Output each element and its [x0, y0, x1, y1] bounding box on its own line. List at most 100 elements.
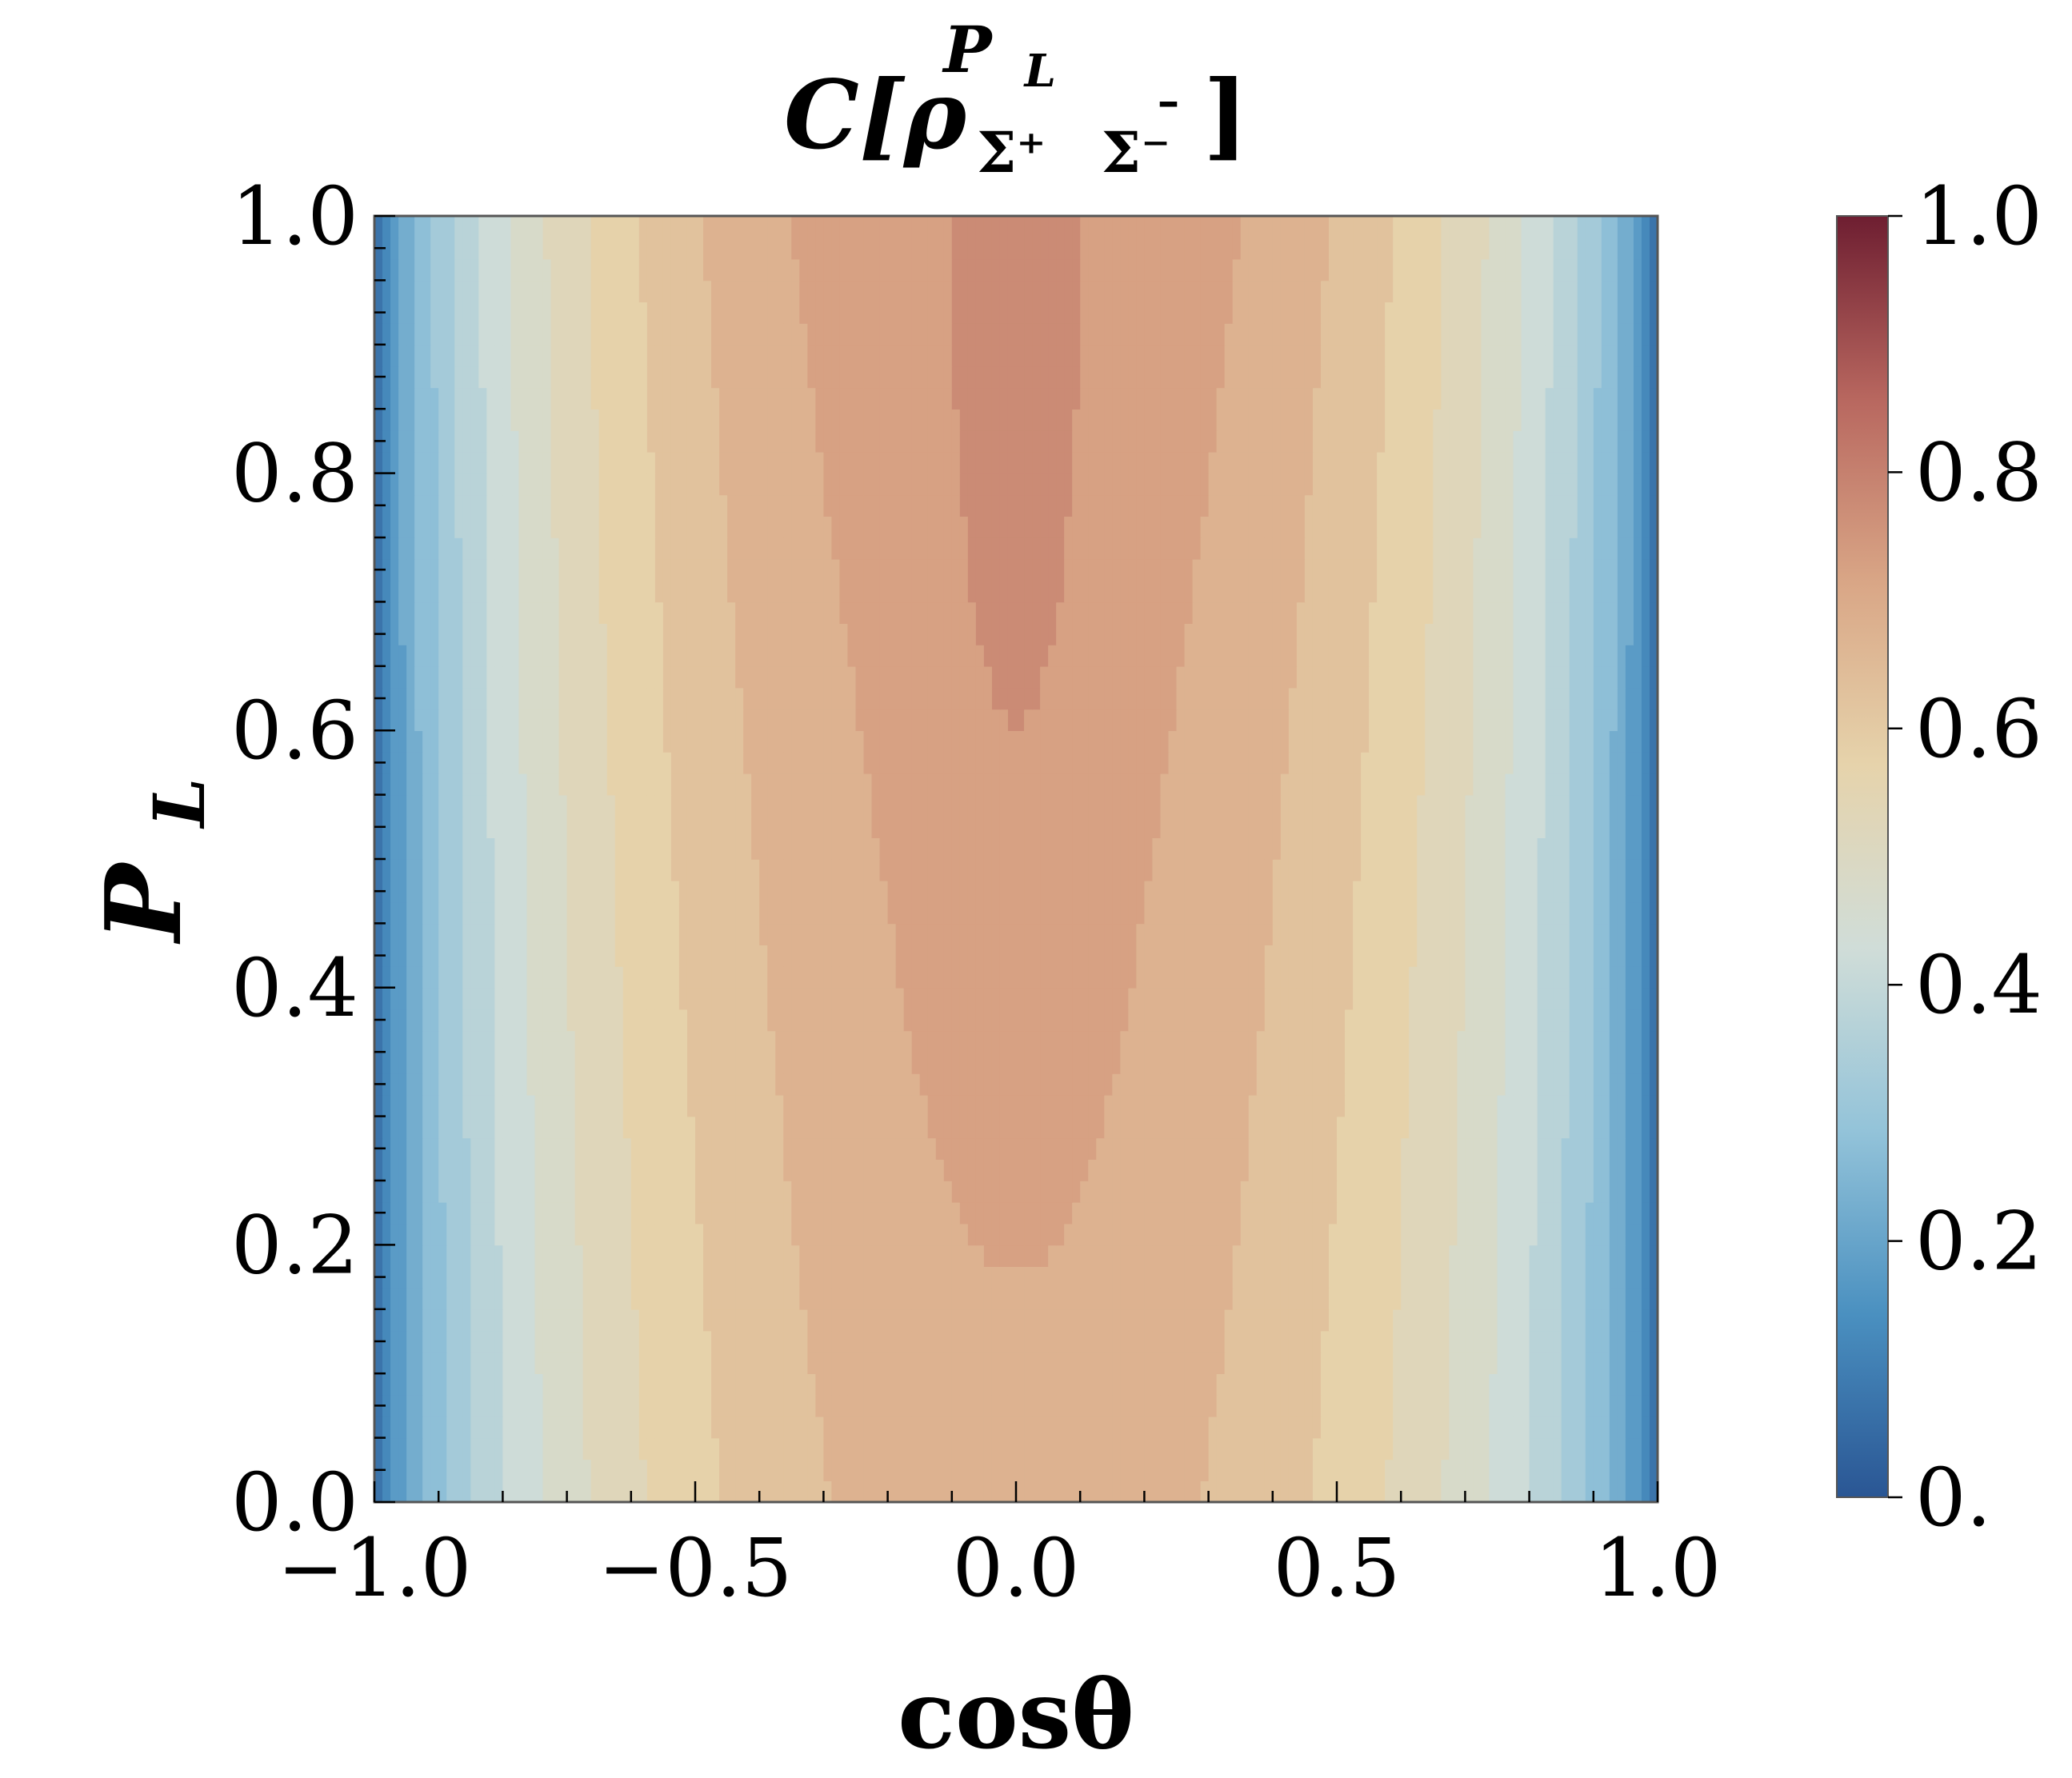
heatmap-cell — [735, 966, 744, 989]
heatmap-cell — [1208, 1416, 1218, 1439]
heatmap-cell — [470, 1288, 480, 1310]
heatmap-cell — [1425, 1437, 1434, 1460]
heatmap-cell — [1016, 945, 1025, 967]
heatmap-cell — [614, 1459, 624, 1481]
heatmap-cell — [1409, 1330, 1418, 1353]
heatmap-cell — [1641, 1288, 1650, 1310]
heatmap-cell — [719, 1416, 728, 1439]
heatmap-cell — [935, 1201, 945, 1225]
heatmap-cell — [646, 1309, 656, 1332]
heatmap-cell — [1296, 837, 1306, 860]
heatmap-cell — [1609, 1330, 1618, 1353]
heatmap-cell — [879, 1181, 889, 1203]
heatmap-cell — [1112, 837, 1122, 860]
heatmap-cell — [1088, 1030, 1098, 1053]
heatmap-cell — [1625, 945, 1634, 967]
heatmap-cell — [1152, 1009, 1162, 1032]
heatmap-cell — [1601, 1459, 1610, 1481]
heatmap-cell — [510, 1459, 520, 1481]
heatmap-cell — [1072, 1352, 1081, 1374]
heatmap-cell — [1264, 1181, 1274, 1203]
heatmap-cell — [1096, 859, 1106, 881]
heatmap-cell — [1337, 1201, 1346, 1225]
heatmap-cell — [751, 1437, 760, 1460]
heatmap-cell — [759, 923, 769, 945]
heatmap-cell — [1048, 1137, 1057, 1160]
heatmap-cell — [919, 1373, 929, 1396]
heatmap-cell — [1497, 966, 1506, 989]
heatmap-cell — [911, 945, 921, 967]
heatmap-cell — [815, 1223, 825, 1246]
heatmap-cell — [1353, 966, 1362, 989]
heatmap-cell — [991, 945, 1001, 967]
heatmap-cell — [1481, 1416, 1490, 1439]
heatmap-cell — [831, 1395, 841, 1417]
heatmap-cell — [1433, 923, 1442, 945]
heatmap-cell — [695, 1094, 704, 1117]
heatmap-cell — [1361, 1073, 1370, 1096]
heatmap-cell — [847, 1201, 857, 1225]
heatmap-cell — [1513, 1094, 1522, 1117]
heatmap-cell — [695, 966, 704, 989]
heatmap-cell — [414, 901, 423, 925]
heatmap-cell — [1337, 837, 1346, 860]
heatmap-cell — [1240, 1309, 1250, 1332]
heatmap-cell — [1048, 1309, 1057, 1332]
heatmap-cell — [1016, 1395, 1025, 1417]
heatmap-cell — [374, 966, 383, 989]
heatmap-cell — [767, 987, 777, 1010]
heatmap-cell — [1537, 1288, 1546, 1310]
heatmap-cell — [1521, 859, 1530, 881]
heatmap-cell — [390, 1137, 399, 1160]
heatmap-cell — [1401, 1437, 1410, 1460]
heatmap-cell — [1617, 1480, 1626, 1502]
heatmap-cell — [1176, 1137, 1186, 1160]
heatmap-cell — [1553, 1416, 1562, 1439]
heatmap-cell — [695, 1052, 704, 1074]
heatmap-cell — [1433, 1373, 1442, 1396]
heatmap-cell — [1112, 1330, 1122, 1353]
heatmap-cell — [927, 901, 937, 925]
heatmap-cell — [1577, 1373, 1586, 1396]
heatmap-cell — [1593, 1395, 1602, 1417]
heatmap-cell — [1184, 1181, 1194, 1203]
heatmap-cell — [1593, 880, 1602, 903]
heatmap-cell — [1361, 1459, 1370, 1481]
heatmap-cell — [935, 1094, 945, 1117]
heatmap-cell — [1007, 1094, 1017, 1117]
heatmap-cell — [1120, 1416, 1130, 1439]
heatmap-cell — [430, 923, 439, 945]
heatmap-cell — [1184, 1073, 1194, 1096]
heatmap-cell — [1409, 1373, 1418, 1396]
heatmap-cell — [1024, 945, 1033, 967]
heatmap-cell — [1513, 1137, 1522, 1160]
heatmap-cell — [566, 1159, 576, 1181]
heatmap-cell — [951, 1245, 961, 1267]
heatmap-cell — [1569, 1352, 1578, 1374]
heatmap-cell — [638, 923, 648, 945]
heatmap-cell — [1320, 1330, 1330, 1353]
heatmap-cell — [1224, 1480, 1234, 1502]
heatmap-cell — [935, 1266, 945, 1289]
heatmap-cell — [526, 1073, 536, 1096]
heatmap-cell — [1641, 923, 1650, 945]
heatmap-cell — [1208, 1373, 1218, 1396]
heatmap-cell — [727, 1416, 736, 1439]
heatmap-cell — [430, 1352, 439, 1374]
heatmap-cell — [1553, 1052, 1562, 1074]
heatmap-cell — [598, 1288, 608, 1310]
heatmap-cell — [1320, 945, 1330, 967]
heatmap-cell — [502, 1052, 512, 1074]
heatmap-cell — [1545, 1030, 1554, 1053]
heatmap-cell — [887, 1116, 897, 1139]
heatmap-cell — [919, 880, 929, 903]
heatmap-cell — [1040, 1266, 1049, 1289]
heatmap-cell — [1192, 1437, 1202, 1460]
heatmap-cell — [1361, 1395, 1370, 1417]
heatmap-cell — [1561, 1395, 1570, 1417]
heatmap-cell — [1040, 1352, 1049, 1374]
heatmap-cell — [1007, 1009, 1017, 1032]
heatmap-cell — [1353, 1266, 1362, 1289]
heatmap-cell — [847, 1395, 857, 1417]
heatmap-cell — [1096, 1223, 1106, 1246]
